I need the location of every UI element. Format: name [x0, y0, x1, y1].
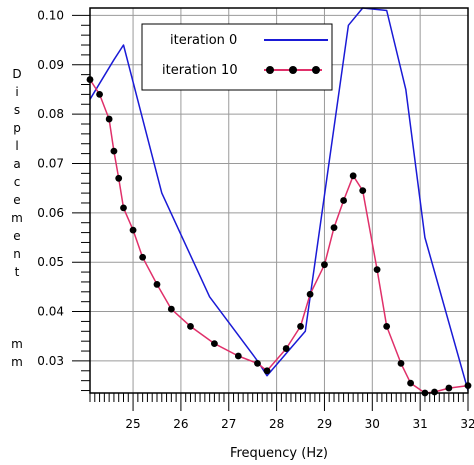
y-axis-label-char: m: [11, 337, 23, 351]
minor-ticks: [72, 14, 469, 411]
legend: iteration 0 iteration 10: [141, 23, 333, 91]
data-point: [254, 359, 261, 367]
y-axis-label-char: e: [13, 193, 20, 207]
y-axis-label-char: e: [13, 229, 20, 243]
y-axis-label-char: t: [15, 265, 20, 279]
data-point: [211, 340, 218, 348]
y-tick-label: 0.04: [37, 305, 64, 319]
y-axis-label-char: m: [11, 211, 23, 225]
legend-label-iteration-0: iteration 0: [170, 33, 237, 48]
data-point: [359, 187, 367, 195]
data-point: [187, 322, 194, 330]
y-tick-label: 0.05: [37, 255, 64, 269]
series-layer: [86, 7, 472, 397]
data-point: [383, 322, 391, 330]
y-axis-label-char: p: [13, 121, 21, 135]
data-point: [120, 204, 127, 212]
x-tick-label: 25: [125, 417, 140, 431]
data-point: [445, 384, 453, 392]
y-axis-label-char: l: [15, 139, 18, 153]
y-axis-label-char: i: [15, 85, 18, 99]
data-point: [139, 253, 147, 261]
series-line-iteration-0: [89, 7, 469, 391]
plot-frame: [89, 7, 469, 394]
data-point: [340, 197, 347, 204]
data-point: [153, 281, 161, 288]
y-tick-label: 0.10: [37, 8, 64, 22]
data-point: [96, 90, 103, 98]
y-axis-label-char: c: [14, 175, 21, 189]
data-point: [115, 174, 123, 182]
data-point: [321, 261, 328, 269]
x-tick-label: 32: [460, 417, 474, 431]
data-point: [330, 224, 338, 232]
x-axis-label: Frequency (Hz): [230, 446, 328, 461]
data-point: [282, 345, 290, 352]
y-tick-label: 0.08: [37, 107, 64, 121]
y-axis-label-char: s: [14, 103, 20, 117]
legend-swatch-markers: [266, 66, 320, 74]
x-tick-label: 27: [221, 417, 236, 431]
y-tick-label: 0.07: [37, 156, 64, 170]
data-point: [167, 305, 175, 313]
y-tick-labels: 0.03 0.04 0.05 0.06 0.07 0.08 0.09 0.10: [37, 8, 64, 368]
data-point: [263, 367, 271, 375]
x-tick-labels: 25 26 27 28 29 30 31 32: [125, 417, 474, 431]
y-axis-label-char: m: [11, 355, 23, 369]
y-tick-label: 0.09: [37, 58, 64, 72]
legend-marker: [289, 66, 297, 74]
legend-marker: [266, 66, 274, 74]
y-axis-label-char: n: [13, 247, 21, 261]
legend-marker: [312, 66, 320, 74]
data-point: [105, 115, 113, 123]
x-tick-label: 26: [173, 417, 188, 431]
legend-box: [141, 23, 333, 91]
x-tick-label: 28: [269, 417, 284, 431]
data-point: [129, 226, 137, 234]
data-point: [397, 359, 405, 367]
x-tick-label: 30: [365, 417, 380, 431]
y-axis-label-char: a: [13, 157, 20, 171]
x-tick-label: 29: [317, 417, 332, 431]
data-point: [297, 322, 304, 330]
data-point: [407, 379, 414, 387]
y-axis-label-char: D: [12, 67, 21, 81]
data-point: [234, 352, 242, 360]
y-tick-label: 0.03: [37, 354, 64, 368]
data-point: [110, 147, 118, 155]
x-tick-label: 31: [413, 417, 428, 431]
data-point: [349, 172, 357, 180]
legend-label-iteration-10: iteration 10: [162, 63, 238, 78]
y-tick-label: 0.06: [37, 206, 64, 220]
data-point: [373, 266, 381, 274]
data-point: [306, 290, 314, 298]
data-point: [431, 388, 438, 396]
